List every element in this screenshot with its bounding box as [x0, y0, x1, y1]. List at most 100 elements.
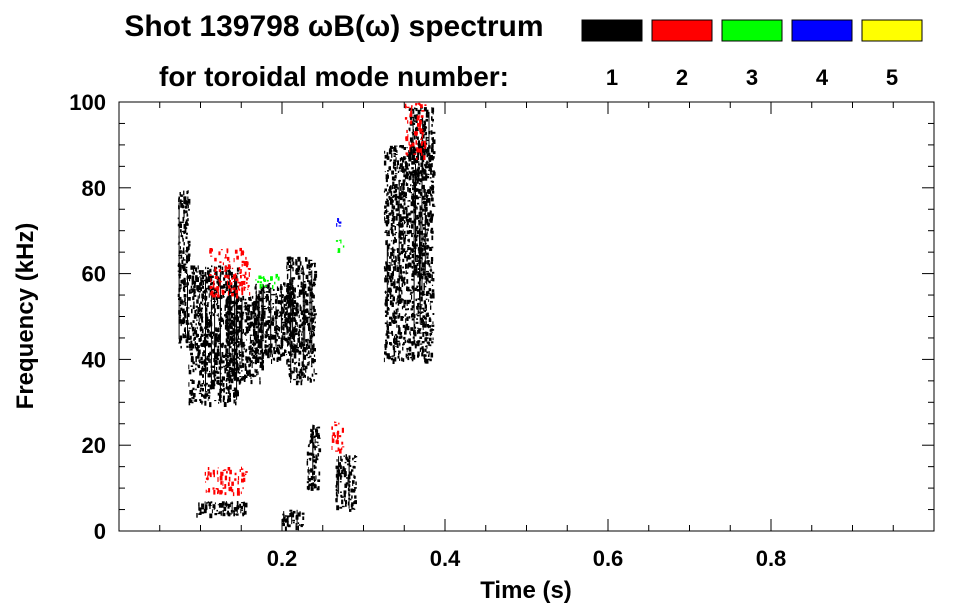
- spectrum-pixel: [314, 262, 316, 268]
- spectrum-pixel: [392, 281, 396, 285]
- spectrum-pixel: [309, 259, 313, 261]
- spectrum-pixel: [314, 273, 318, 278]
- spectrum-pixel: [395, 232, 398, 234]
- spectrum-pixel: [191, 396, 193, 399]
- spectrum-pixel: [396, 268, 400, 272]
- spectrum-pixel: [418, 145, 421, 151]
- spectrum-pixel: [313, 379, 315, 382]
- spectrum-pixel: [431, 190, 435, 194]
- spectrum-pixel: [278, 315, 281, 318]
- mode-2-region: [209, 247, 251, 299]
- spectrum-pixel: [404, 339, 406, 344]
- spectrum-pixel: [310, 482, 314, 487]
- spectrum-pixel: [422, 252, 426, 257]
- spectrum-pixel: [271, 322, 275, 326]
- spectrum-pixel: [420, 138, 423, 140]
- spectrum-pixel: [252, 322, 255, 327]
- spectrum-pixel: [214, 378, 217, 382]
- spectrum-pixel: [407, 186, 409, 192]
- spectrum-pixel: [426, 252, 429, 256]
- spectrum-pixel: [197, 308, 201, 311]
- spectrum-pixel: [259, 350, 262, 352]
- spectrum-pixel: [353, 474, 355, 477]
- spectrum-pixel: [246, 322, 250, 325]
- spectrum-pixel: [405, 174, 409, 179]
- spectrum-pixel: [313, 276, 317, 281]
- spectrum-pixel: [195, 305, 198, 308]
- spectrum-pixel: [202, 340, 205, 342]
- spectrum-pixel: [315, 441, 318, 443]
- spectrum-pixel: [195, 388, 197, 391]
- spectrum-pixel: [416, 285, 419, 289]
- spectrum-pixel: [400, 248, 403, 250]
- spectrum-pixel: [216, 294, 220, 298]
- spectrum-pixel: [185, 266, 188, 269]
- spectrum-pixel: [232, 357, 235, 361]
- spectrum-pixel: [284, 338, 287, 342]
- spectrum-pixel: [290, 313, 293, 315]
- spectrum-pixel: [242, 332, 244, 335]
- spectrum-pixel: [257, 371, 259, 375]
- spectrum-pixel: [242, 468, 244, 470]
- spectrum-streak: [419, 228, 420, 301]
- spectrum-pixel: [250, 361, 252, 363]
- spectrum-pixel: [395, 257, 397, 263]
- spectrum-pixel: [419, 273, 422, 275]
- spectrum-pixel: [406, 215, 408, 219]
- spectrum-pixel: [294, 287, 296, 293]
- spectrum-pixel: [403, 282, 405, 286]
- spectrum-pixel: [237, 305, 240, 310]
- spectrum-pixel: [221, 270, 224, 275]
- spectrum-pixel: [402, 266, 404, 269]
- spectrum-pixel: [349, 494, 351, 497]
- spectrum-pixel: [432, 329, 435, 331]
- spectrum-pixel: [183, 288, 186, 293]
- spectrum-pixel: [225, 254, 227, 258]
- spectrum-pixel: [404, 174, 407, 180]
- spectrum-pixel: [226, 296, 229, 299]
- spectrum-pixel: [248, 327, 251, 332]
- spectrum-pixel: [179, 296, 182, 301]
- spectrum-pixel: [183, 317, 185, 321]
- spectrum-pixel: [236, 390, 239, 395]
- spectrum-pixel: [419, 103, 421, 106]
- spectrum-pixel: [185, 223, 189, 226]
- spectrum-pixel: [422, 224, 425, 227]
- spectrum-pixel: [344, 471, 347, 476]
- spectrum-pixel: [219, 322, 221, 325]
- spectrum-pixel: [227, 510, 229, 514]
- spectrum-pixel: [224, 324, 228, 330]
- spectrum-pixel: [267, 348, 270, 353]
- spectrum-pixel: [178, 338, 182, 344]
- spectrum-pixel: [222, 512, 226, 517]
- spectrum-pixel: [185, 340, 188, 344]
- spectrum-pixel: [384, 154, 387, 159]
- spectrum-pixel: [195, 342, 198, 346]
- spectrum-pixel: [187, 242, 190, 244]
- spectrum-pixel: [300, 286, 303, 288]
- spectrum-pixel: [249, 358, 251, 363]
- spectrum-pixel: [271, 354, 273, 358]
- spectrum-pixel: [426, 165, 430, 169]
- spectrum-pixel: [227, 379, 230, 381]
- spectrum-pixel: [260, 316, 263, 322]
- spectrum-pixel: [428, 158, 432, 162]
- spectrum-pixel: [393, 267, 395, 271]
- spectrum-pixel: [422, 150, 424, 154]
- spectrum-pixel: [349, 508, 352, 512]
- spectrum-pixel: [233, 510, 235, 513]
- spectrum-pixel: [215, 488, 218, 490]
- spectrum-pixel: [416, 180, 419, 184]
- spectrum-pixel: [431, 246, 434, 249]
- spectrum-pixel: [419, 120, 422, 124]
- spectrum-pixel: [336, 459, 338, 462]
- spectrum-pixel: [178, 257, 181, 259]
- spectrum-pixel: [207, 285, 211, 290]
- spectrum-pixel: [308, 478, 311, 482]
- spectrum-pixel: [226, 249, 229, 254]
- spectrum-pixel: [291, 277, 294, 283]
- spectrum-pixel: [307, 341, 309, 346]
- spectrum-pixel: [187, 253, 191, 257]
- spectrum-pixel: [406, 250, 408, 252]
- spectrum-pixel: [221, 317, 224, 319]
